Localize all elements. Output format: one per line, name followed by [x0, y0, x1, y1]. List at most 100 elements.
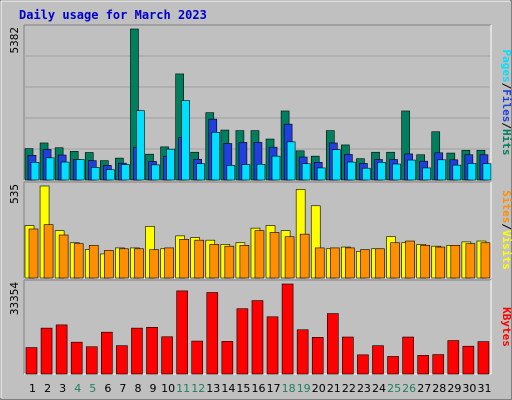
- bar-pages-5: [90, 167, 100, 181]
- legend-visits: Visits: [500, 230, 512, 270]
- bar-pages-22: [347, 161, 356, 181]
- bar-kbytes-23: [357, 354, 369, 375]
- bar-sites-16: [254, 230, 265, 279]
- bar-pages-31: [482, 163, 492, 181]
- bar-sites-23: [360, 249, 370, 279]
- x-tick-label: 29: [447, 382, 461, 395]
- bar-kbytes-20: [311, 337, 324, 375]
- right-legend: KBytes: [500, 307, 512, 347]
- x-tick-label: 11: [176, 382, 190, 395]
- series-kbytes: [25, 283, 490, 375]
- bar-kbytes-9: [146, 327, 158, 375]
- x-tick-label: 3: [59, 382, 66, 395]
- bar-sites-3: [58, 234, 69, 279]
- x-tick-label: 28: [432, 382, 446, 395]
- x-tick-label: 19: [297, 382, 311, 395]
- x-axis-labels: 1 2 3 4 5 6 7 8 9 10 11 12 13 14 15 16 17 18 19 20 21 22 23 24 2…: [29, 382, 491, 395]
- bar-kbytes-17: [266, 316, 279, 375]
- chart-title: Daily usage for March 2023: [19, 8, 207, 22]
- x-tick-label: 30: [462, 382, 476, 395]
- bar-pages-4: [75, 159, 85, 181]
- bar-sites-13: [209, 244, 220, 279]
- legend-pages: Pages: [500, 50, 512, 83]
- bar-sites-18: [284, 236, 295, 279]
- bar-kbytes-18: [281, 283, 294, 375]
- bar-sites-27: [420, 245, 430, 279]
- bar-pages-28: [437, 159, 447, 181]
- x-tick-label: 18: [282, 382, 296, 395]
- bar-kbytes-22: [342, 336, 354, 375]
- bar-pages-27: [422, 167, 431, 181]
- bar-pages-3: [60, 161, 70, 181]
- bar-sites-29: [450, 245, 461, 279]
- x-tick-label: 2: [44, 382, 51, 395]
- bar-kbytes-29: [447, 340, 460, 375]
- bar-kbytes-30: [462, 345, 475, 375]
- right-legend: Pages/Files/Hits: [500, 50, 512, 156]
- bar-sites-9: [149, 249, 159, 279]
- x-tick-label: 5: [89, 382, 96, 395]
- bar-pages-11: [181, 100, 190, 181]
- panel-visits-sites: 535 Sites/Visits: [8, 181, 512, 279]
- x-tick-label: 10: [161, 382, 175, 395]
- x-tick-label: 15: [236, 382, 250, 395]
- bar-sites-4: [73, 243, 84, 279]
- bar-sites-5: [88, 245, 99, 279]
- bar-pages-21: [331, 149, 341, 181]
- bar-sites-30: [465, 243, 476, 279]
- bar-sites-2: [43, 224, 54, 279]
- bar-sites-14: [224, 245, 235, 279]
- bar-pages-30: [467, 163, 477, 181]
- bar-pages-14: [226, 165, 236, 181]
- legend-sites: Sites: [500, 190, 512, 223]
- bar-sites-20: [314, 247, 325, 279]
- x-tick-label: 24: [372, 382, 386, 395]
- bar-kbytes-7: [116, 345, 128, 375]
- x-tick-label: 6: [104, 382, 111, 395]
- bar-sites-19: [299, 233, 310, 279]
- bar-sites-17: [269, 232, 280, 279]
- bar-pages-2: [45, 157, 55, 181]
- x-tick-label: 23: [357, 382, 371, 395]
- bar-pages-16: [256, 163, 266, 181]
- bar-sites-22: [345, 247, 355, 279]
- bar-sites-24: [375, 248, 385, 279]
- bar-sites-26: [405, 240, 415, 279]
- right-legend: Sites/Visits: [500, 190, 512, 270]
- series-pages: [30, 100, 492, 181]
- y-max-label: 5382: [8, 27, 21, 54]
- bar-sites-1: [28, 228, 39, 279]
- series-sites: [28, 224, 491, 279]
- bar-pages-18: [286, 141, 296, 181]
- x-tick-label: 31: [477, 382, 491, 395]
- bar-sites-11: [179, 239, 189, 279]
- bar-kbytes-15: [236, 308, 249, 375]
- bar-pages-10: [166, 148, 175, 181]
- bar-sites-6: [104, 250, 114, 279]
- bar-kbytes-27: [417, 355, 429, 375]
- bar-kbytes-25: [387, 356, 399, 375]
- bar-kbytes-8: [131, 327, 143, 375]
- legend-hits: Hits: [500, 129, 512, 156]
- y-max-label: 535: [8, 184, 21, 204]
- bar-kbytes-6: [101, 331, 113, 375]
- x-tick-label: 21: [327, 382, 341, 395]
- x-tick-label: 13: [206, 382, 220, 395]
- legend-kbytes: KBytes: [500, 307, 512, 347]
- bar-pages-19: [301, 163, 311, 181]
- x-tick-label: 8: [134, 382, 141, 395]
- bar-pages-7: [121, 164, 130, 181]
- bar-kbytes-24: [372, 345, 384, 375]
- bar-sites-21: [329, 247, 340, 279]
- bar-kbytes-14: [221, 341, 234, 375]
- bar-sites-10: [164, 247, 174, 279]
- bar-sites-31: [480, 242, 491, 279]
- bar-kbytes-28: [432, 354, 445, 375]
- bar-kbytes-13: [206, 292, 219, 375]
- bar-sites-12: [194, 239, 205, 279]
- x-tick-label: 4: [74, 382, 81, 395]
- bar-pages-26: [407, 159, 416, 181]
